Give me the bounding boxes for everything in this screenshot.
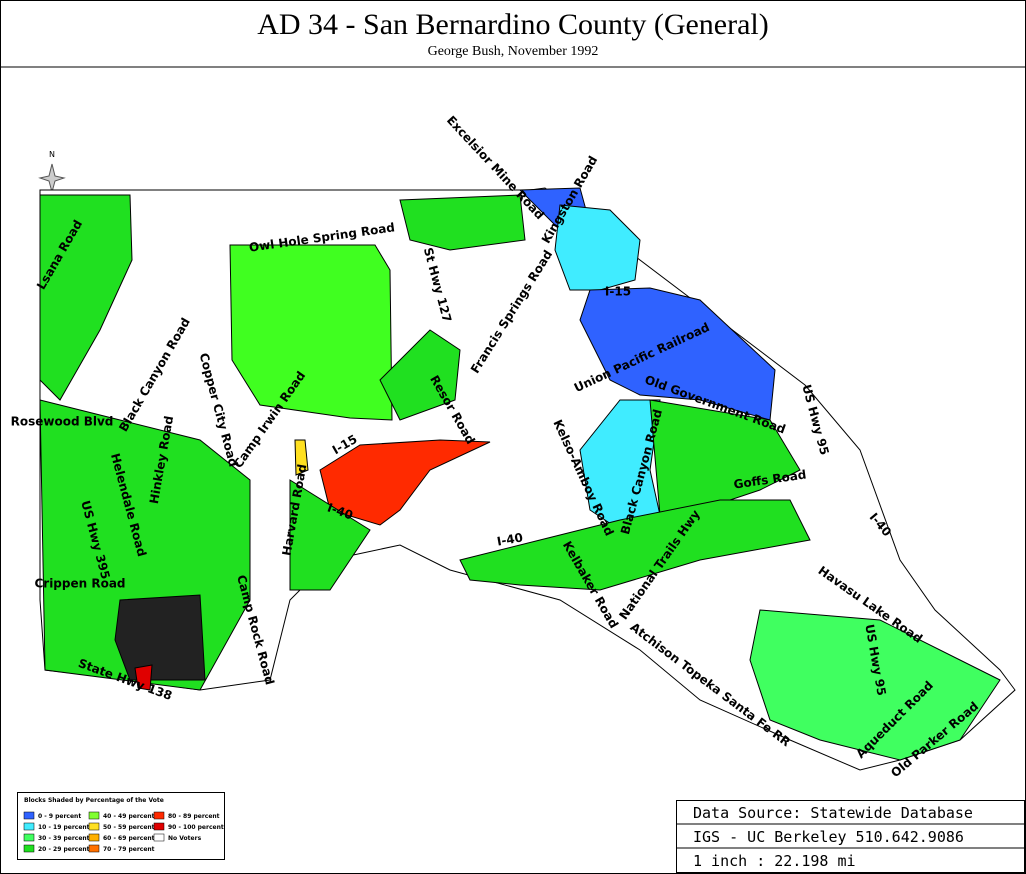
road-label: Crippen Road <box>34 577 125 591</box>
subtitle: George Bush, November 1992 <box>428 44 599 59</box>
legend-swatch <box>23 844 35 853</box>
region <box>459 499 811 591</box>
urban-area <box>114 594 206 681</box>
legend-label: 0 - 9 percent <box>38 813 81 820</box>
region <box>399 194 526 251</box>
source-line: IGS - UC Berkeley 510.642.9086 <box>693 828 964 846</box>
legend-swatch <box>23 833 35 842</box>
legend-items: 0 - 9 percent 10 - 19 percent 30 - 39 perc… <box>23 811 224 853</box>
legend-swatch <box>88 844 100 853</box>
legend-label: 30 - 39 percent <box>38 835 90 842</box>
region <box>379 329 461 421</box>
title: AD 34 - San Bernardino County (General) <box>257 8 769 41</box>
source-box: Data Source: Statewide Database IGS - UC… <box>676 800 1025 873</box>
legend-swatch <box>153 811 165 820</box>
legend-swatch <box>88 833 100 842</box>
legend: Blocks Shaded by Percentage of the Vote … <box>17 792 225 860</box>
legend-label: 60 - 69 percent <box>103 835 155 842</box>
legend-label: 40 - 49 percent <box>103 813 155 820</box>
road-label: Rosewood Blvd <box>11 415 114 429</box>
region <box>289 479 371 591</box>
region <box>134 664 153 691</box>
region <box>749 609 1001 761</box>
legend-label: 80 - 89 percent <box>168 813 220 820</box>
source-frame <box>676 800 1025 873</box>
source-line: Data Source: Statewide Database <box>693 804 973 822</box>
road-label: I-15 <box>605 285 631 299</box>
legend-label: 90 - 100 percent <box>168 824 224 831</box>
legend-swatch <box>153 833 165 842</box>
legend-label: 50 - 59 percent <box>103 824 155 831</box>
legend-swatch <box>23 811 35 820</box>
county-map <box>39 187 1016 771</box>
legend-label: No Voters <box>168 835 202 842</box>
road-label: I-40 <box>496 530 524 548</box>
region <box>554 204 641 291</box>
region <box>229 244 393 421</box>
legend-swatch <box>88 822 100 831</box>
region <box>294 439 309 476</box>
north-label: N <box>49 150 55 159</box>
region <box>579 287 776 421</box>
legend-label: 20 - 29 percent <box>38 846 90 853</box>
region <box>39 194 133 401</box>
source-line: 1 inch : 22.198 mi <box>693 852 856 870</box>
legend-swatch <box>88 811 100 820</box>
legend-swatch <box>23 822 35 831</box>
legend-label: 70 - 79 percent <box>103 846 155 853</box>
legend-swatch <box>153 822 165 831</box>
legend-box <box>17 792 225 860</box>
legend-title: Blocks Shaded by Percentage of the Vote <box>24 797 164 804</box>
legend-label: 10 - 19 percent <box>38 824 90 831</box>
